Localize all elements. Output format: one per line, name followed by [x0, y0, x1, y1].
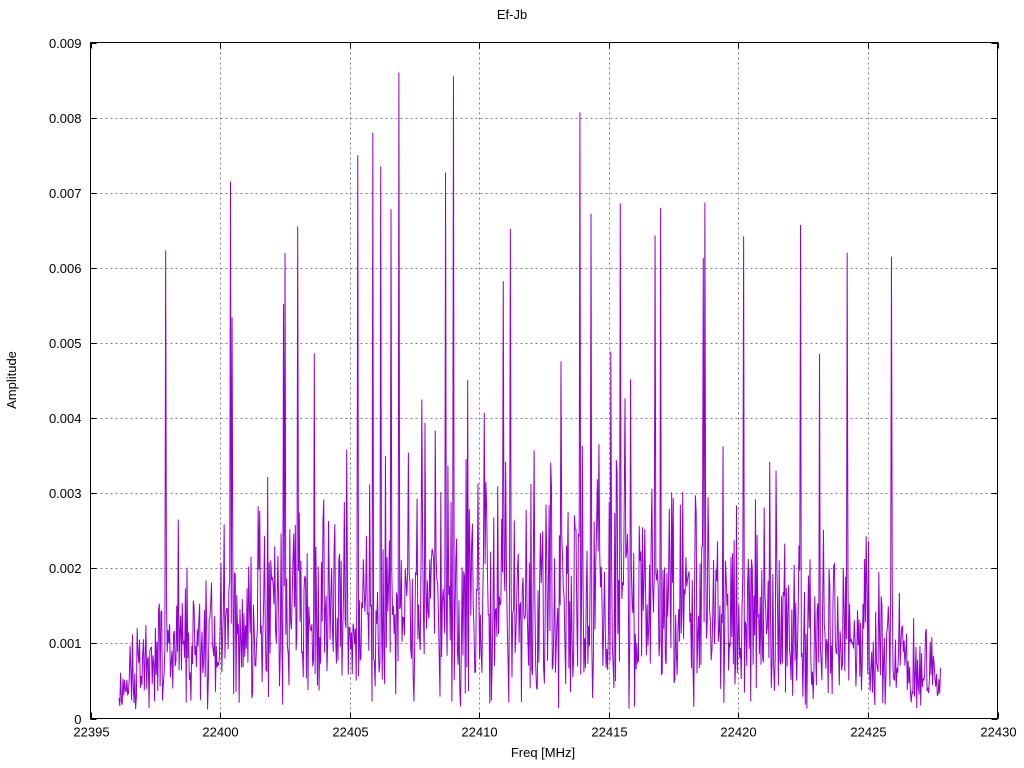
- spectrum-series: [118, 72, 941, 710]
- x-tick-label: 22420: [720, 725, 756, 740]
- x-tick-label: 22415: [591, 725, 627, 740]
- y-tick-label: 0.004: [49, 411, 82, 426]
- y-tick-label: 0.005: [49, 336, 82, 351]
- x-tick-label: 22430: [980, 725, 1016, 740]
- y-tick-label: 0.008: [49, 111, 82, 126]
- y-axis-ticks: 0 0.001 0.002 0.003 0.004 0.005 0.006 0.007 0.00…: [49, 36, 998, 727]
- y-tick-label: 0.003: [49, 486, 82, 501]
- y-tick-label: 0.006: [49, 261, 82, 276]
- spectrum-line: [118, 72, 941, 710]
- plot-border: [90, 42, 998, 719]
- x-tick-label: 22425: [850, 725, 886, 740]
- x-tick-label: 22405: [332, 725, 368, 740]
- x-axis-ticks: 22395 22400 22405 22410 22415 22420 22425 22430: [73, 42, 1017, 740]
- x-tick-label: 22395: [73, 725, 109, 740]
- x-axis-title: Freq [MHz]: [511, 745, 575, 760]
- x-tick-label: 22410: [461, 725, 497, 740]
- y-tick-label: 0.002: [49, 561, 82, 576]
- chart-title: Ef-Jb: [496, 7, 528, 22]
- y-tick-label: 0.007: [49, 186, 82, 201]
- y-tick-label: 0.001: [49, 636, 82, 651]
- y-tick-label: 0: [74, 712, 81, 727]
- y-tick-label: 0.009: [49, 36, 82, 51]
- x-tick-label: 22400: [202, 725, 238, 740]
- grid-lines: [90, 42, 998, 719]
- y-axis-title: Amplitude: [4, 351, 19, 409]
